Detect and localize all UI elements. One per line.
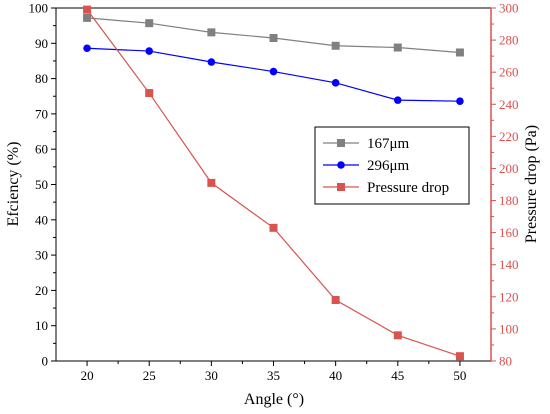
legend-marker [337,161,345,169]
data-point [393,331,402,340]
left-y-tick-label: 90 [35,36,48,51]
right-y-axis-ticks: 80 100 120 140 160 180 200 220 240 260 280 300 [491,1,519,369]
right-y-tick-label: 180 [499,193,519,208]
data-point [393,96,402,104]
right-y-tick-label: 220 [499,129,519,144]
data-point [83,5,92,14]
data-point [331,41,340,50]
series-layer [83,5,464,361]
x-tick-label: 25 [143,368,156,383]
x-axis-title: Angle (°) [244,391,304,408]
data-point [456,97,464,105]
data-point [455,352,464,361]
right-y-tick-label: 120 [499,289,519,304]
x-tick-label: 45 [391,368,404,383]
right-y-tick-label: 80 [499,354,512,369]
left-y-tick-label: 40 [35,212,48,227]
data-point [331,296,340,305]
x-axis-ticks: 20 25 30 35 40 45 50 [81,361,466,383]
series-3 [83,5,464,361]
data-point [83,44,91,53]
left-y-tick-label: 20 [35,283,48,298]
right-y-tick-label: 240 [499,97,519,112]
right-y-tick-label: 300 [499,1,519,16]
data-point [145,19,154,28]
x-tick-label: 40 [329,368,342,383]
legend-marker [337,139,345,147]
data-point [331,79,340,87]
left-y-tick-label: 30 [35,248,48,263]
left-y-axis-ticks: 0 10 20 30 40 50 60 70 80 90 100 [29,1,56,369]
data-point [455,48,464,57]
left-y-tick-label: 60 [35,142,48,157]
series-2 [83,44,464,105]
data-point [269,34,278,43]
data-point [145,89,154,98]
right-y-tick-label: 140 [499,257,519,272]
right-y-tick-label: 260 [499,65,519,80]
right-y-tick-label: 100 [499,321,519,336]
x-tick-label: 20 [81,368,94,383]
left-y-tick-label: 100 [29,1,49,16]
data-point [207,58,216,66]
data-point [269,223,278,232]
right-y-tick-label: 200 [499,161,519,176]
right-y-tick-label: 280 [499,33,519,48]
left-y-tick-label: 70 [35,106,48,121]
data-point [83,13,92,22]
left-y-tick-label: 10 [35,318,48,333]
x-tick-label: 30 [205,368,218,383]
data-point [207,178,216,187]
data-point [207,28,216,37]
data-point [145,47,154,55]
data-point [269,67,278,76]
left-y-tick-label: 80 [35,71,48,86]
left-y-axis-title: Efciency (%) [5,142,22,227]
left-y-tick-label: 0 [42,354,49,369]
legend-label: Pressure drop [367,180,449,196]
legend-label: 167μm [367,136,410,152]
x-tick-label: 35 [267,368,280,383]
legend-marker [337,183,345,191]
series-1 [83,13,464,57]
right-y-tick-label: 160 [499,225,519,240]
left-y-tick-label: 50 [35,177,48,192]
x-tick-label: 50 [453,368,466,383]
legend-label: 296μm [367,158,410,174]
right-y-axis-title: Pressure drop (Pa) [523,125,540,243]
data-point [393,43,402,52]
legend: 167μm 296μm Pressure drop [314,126,470,205]
